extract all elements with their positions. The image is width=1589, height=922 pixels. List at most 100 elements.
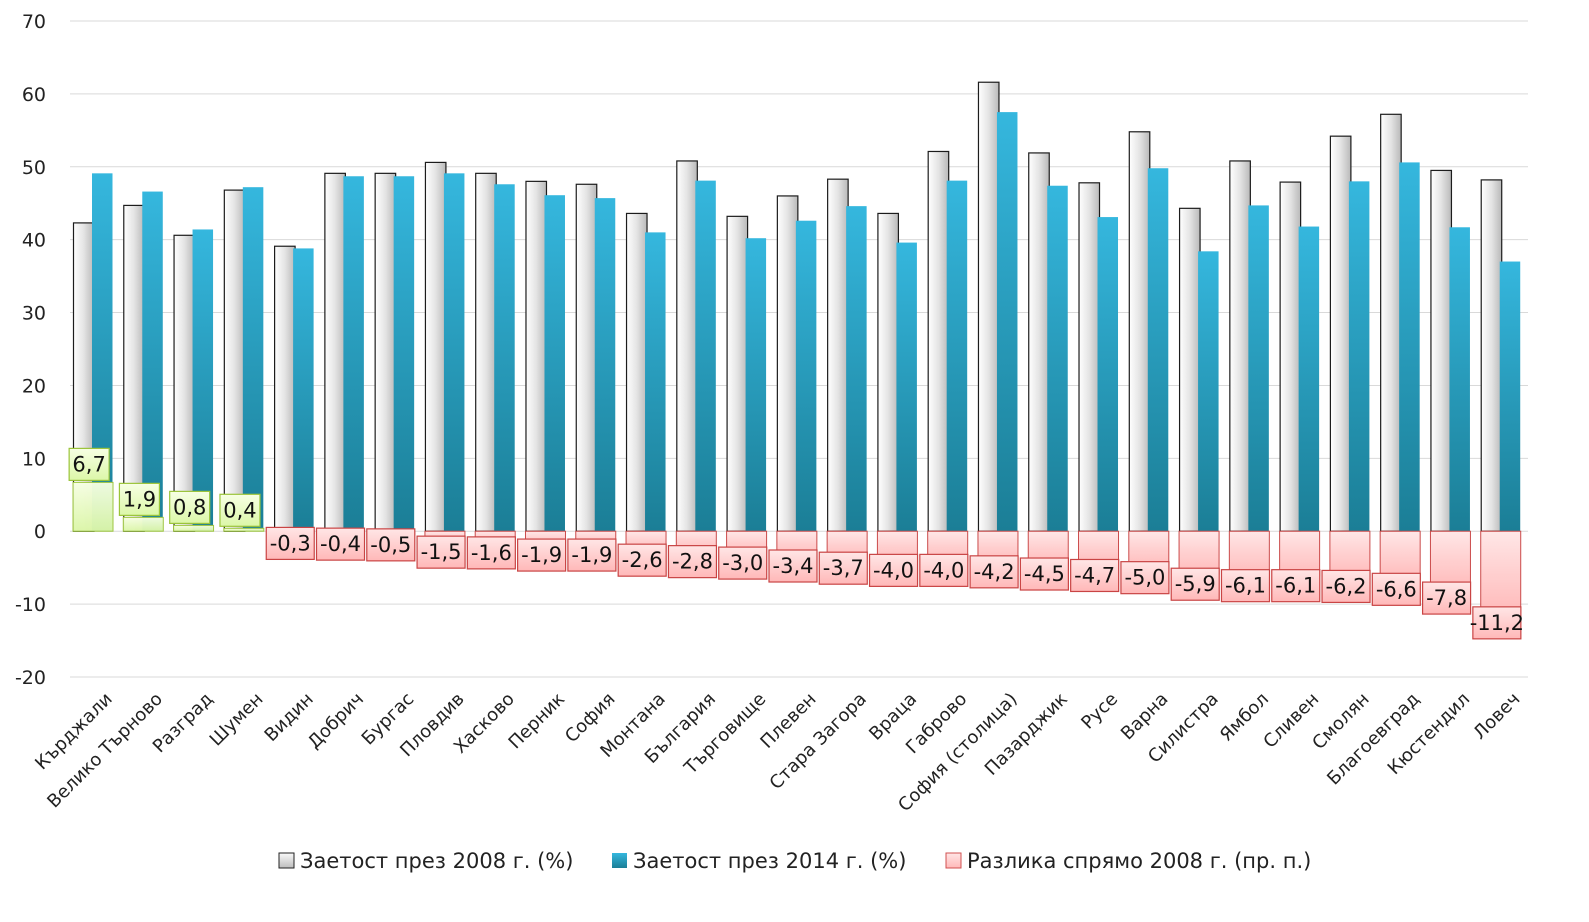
y-tick-label: 50 [22,157,46,179]
bar-2014 [1047,185,1068,532]
bar-2014 [1399,162,1420,532]
bar-2008 [927,150,950,532]
data-label: 0,4 [223,498,256,522]
data-label-box [1120,561,1170,595]
y-tick-label: -10 [15,594,46,616]
bar-2008 [223,189,246,532]
bar-2014 [594,198,616,532]
data-label: -0,5 [370,533,411,557]
category-group: 1,9 [118,191,164,532]
category-group: 0,4 [219,187,265,532]
bar-2014 [544,195,565,532]
bar-2008 [1430,169,1453,532]
data-label: -7,8 [1426,586,1467,610]
data-label-box [617,543,667,577]
bar-2008 [625,212,648,532]
y-tick-label: 30 [22,303,46,325]
bar-2014 [1348,181,1370,532]
category-group: -0,3 [265,245,315,561]
data-label: -4,5 [1024,562,1065,586]
bar-2008 [827,178,849,532]
category-group: -4,7 [1070,182,1120,593]
category-group: -4,0 [919,150,969,587]
data-label: 1,9 [123,487,156,511]
data-label: 6,7 [72,452,105,476]
bar-difference [1429,530,1471,589]
category-group: -2,8 [667,160,718,579]
bar-difference [223,527,265,532]
data-label: -3,4 [773,554,814,578]
legend-swatch-difference [945,852,962,869]
bar-2014 [1248,205,1269,532]
data-label-box [265,526,315,561]
bar-2008 [1229,160,1251,532]
x-tick-label: Ловеч [1469,689,1524,744]
category-group: -6,6 [1371,113,1421,606]
bar-difference [1329,530,1371,577]
y-tick-label: 0 [34,521,46,543]
data-label-box [667,545,718,579]
bar-2014 [1097,217,1119,532]
y-tick-label: 60 [22,84,46,106]
data-label: -3,7 [823,556,864,580]
bar-2008 [1329,135,1352,532]
bar-2008 [1078,182,1101,532]
bar-difference [72,481,114,532]
data-label-box [1421,581,1472,615]
bar-2014 [946,180,968,532]
bar-difference [1379,530,1421,580]
category-group: -3,4 [768,195,818,583]
category-group: -4,5 [1019,152,1069,591]
data-label-box [1170,567,1220,601]
data-label-box [969,555,1019,589]
bar-2014 [192,229,214,532]
y-tick-label: -20 [15,667,46,689]
bar-difference [1480,530,1522,614]
y-tick-label: 10 [22,448,46,470]
data-label: -1,9 [571,543,612,567]
data-label: -4,7 [1074,563,1115,587]
category-group: -5,9 [1170,207,1220,601]
bar-2008 [173,234,196,532]
data-label: -4,0 [873,558,914,582]
data-label-box [169,490,211,524]
category-group: -0,4 [315,172,366,561]
category-group: -1,9 [517,180,567,572]
data-label: 0,8 [173,495,206,519]
data-label-box [919,553,969,587]
bar-2008 [1480,179,1503,532]
data-label-box [1321,569,1371,604]
data-label: -6,6 [1376,577,1417,601]
data-label-box [315,527,366,561]
bar-difference [1228,530,1270,577]
category-group: -0,5 [366,172,416,562]
data-label: -0,3 [270,531,311,555]
bar-2008 [1279,181,1302,532]
bar-2008 [776,195,799,532]
bar-2008 [1178,207,1201,532]
category-group: -6,1 [1220,160,1271,603]
y-tick-label: 70 [22,11,46,33]
legend-label-2014: Заетост през 2014 г. (%) [633,849,906,873]
category-group: -7,8 [1421,169,1472,615]
legend-label-difference: Разлика спрямо 2008 г. (пр. п.) [967,849,1311,873]
data-label-box [768,549,818,583]
data-label-box [868,553,919,587]
bar-2008 [1380,113,1402,532]
y-tick-label: 20 [22,375,46,397]
legend-item-2008: Заетост през 2008 г. (%) [278,849,573,873]
bar-2014 [142,191,163,532]
legend-swatch-2014 [612,853,627,868]
bar-2008 [374,172,397,532]
data-label-box [1019,557,1069,591]
bar-2014 [1499,261,1521,532]
category-group: -5,0 [1120,131,1170,595]
bar-2014 [494,184,515,532]
category-group: -3,7 [818,178,868,585]
data-label-box [567,538,617,572]
bars: 6,7 1,9 0,8 0,4 -0,3 -0,4 -0,5 -1,5 -1,6 -1,9 -1,9… [68,81,1524,640]
data-label: -6,1 [1275,574,1316,598]
bar-2014 [92,173,113,532]
